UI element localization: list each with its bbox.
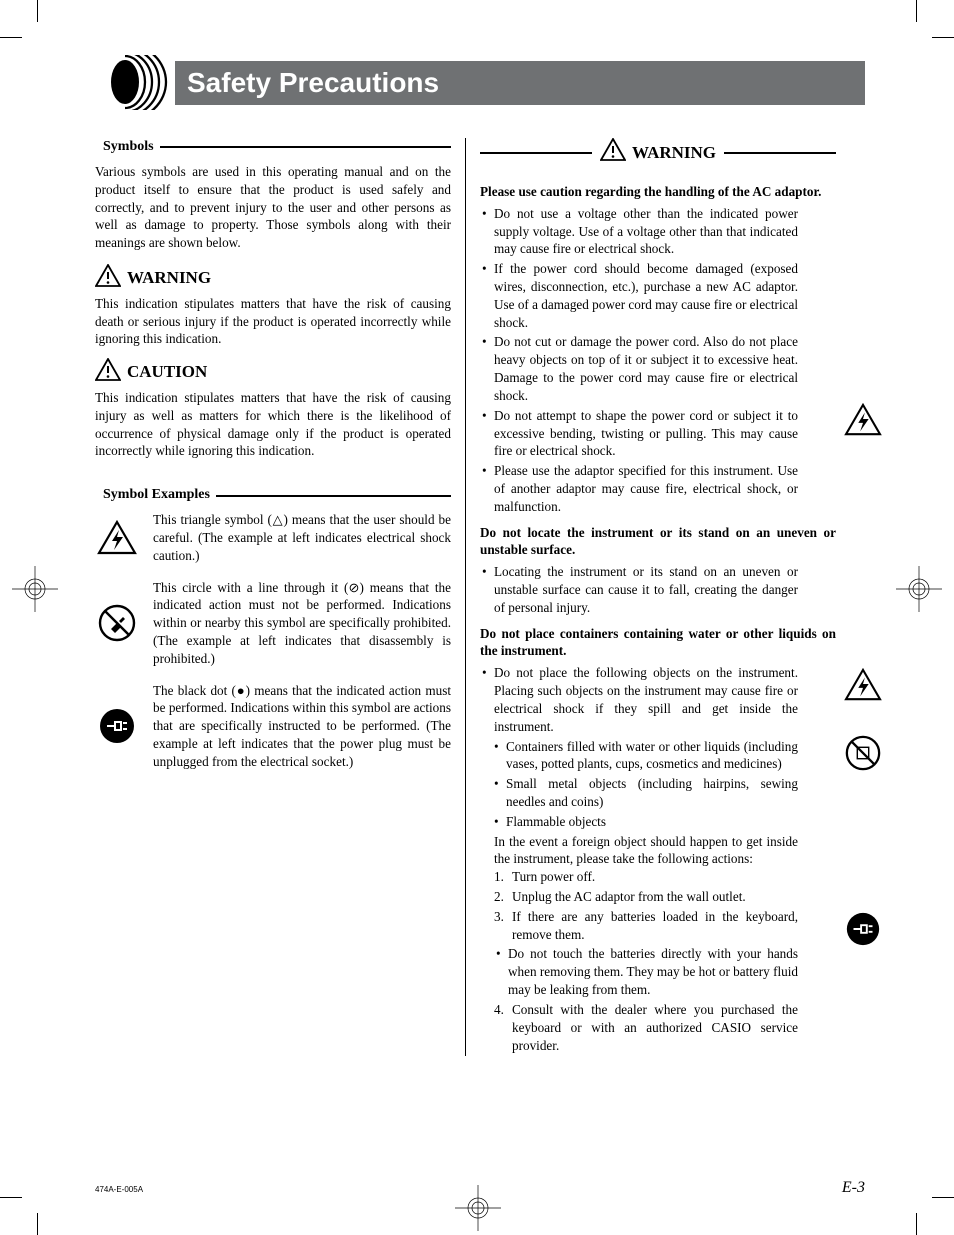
warning-triangle-icon — [95, 358, 121, 387]
step-text: Turn power off. — [512, 869, 595, 884]
examples-heading: Symbol Examples — [103, 486, 451, 505]
list-item: Flammable objects — [480, 813, 798, 831]
symbols-heading-text: Symbols — [103, 138, 154, 157]
warning-label: WARNING — [127, 267, 211, 290]
list-item: Please use the adaptor specified for thi… — [480, 462, 798, 515]
title-bar: Safety Precautions — [95, 55, 865, 110]
unplug-dot-icon — [844, 910, 882, 948]
warning-banner-label: WARNING — [632, 142, 716, 165]
list-item: Do not place the following objects on th… — [480, 664, 798, 735]
title-ornament-icon — [95, 55, 175, 110]
example-row-3: The black dot (●) means that the indicat… — [95, 682, 451, 771]
sec3-step-note: Do not touch the batteries directly with… — [480, 945, 798, 998]
footer-code: 474A-E-005A — [95, 1185, 143, 1194]
warning-banner: WARNING — [480, 138, 836, 169]
example-text-1: This triangle symbol (△) means that the … — [153, 511, 451, 564]
warning-triangle-icon — [95, 264, 121, 293]
page-title: Safety Precautions — [175, 61, 865, 105]
warning-desc: This indication stipulates matters that … — [95, 295, 451, 348]
sec1-lead: Please use caution regarding the handlin… — [480, 183, 836, 201]
symbols-heading: Symbols — [103, 138, 451, 157]
list-item: Small metal objects (including hairpins,… — [480, 775, 798, 811]
list-item: If the power cord should become damaged … — [480, 260, 798, 331]
caution-heading: CAUTION — [95, 358, 451, 387]
footer-page-number: E-3 — [842, 1179, 865, 1197]
caution-label: CAUTION — [127, 361, 207, 384]
examples-heading-text: Symbol Examples — [103, 486, 210, 505]
caution-desc: This indication stipulates matters that … — [95, 389, 451, 460]
shock-triangle-icon — [844, 668, 882, 706]
list-item: Do not cut or damage the power cord. Als… — [480, 333, 798, 404]
sec3-step4-list: 4.Consult with the dealer where you purc… — [480, 1001, 798, 1054]
sec3-steps: 1.Turn power off. 2.Unplug the AC adapto… — [480, 868, 798, 943]
no-disassembly-icon — [95, 579, 139, 668]
step-text: Consult with the dealer where you purcha… — [512, 1002, 798, 1053]
example-row-2: This circle with a line through it (⊘) m… — [95, 579, 451, 668]
shock-triangle-icon — [95, 511, 139, 564]
example-row-1: This triangle symbol (△) means that the … — [95, 511, 451, 564]
sec3-bullets: Do not place the following objects on th… — [480, 664, 798, 735]
page-footer: 474A-E-005A E-3 — [95, 1179, 865, 1197]
sec2-lead: Do not locate the instrument or its stan… — [480, 524, 836, 560]
symbols-intro: Various symbols are used in this operati… — [95, 163, 451, 252]
sec2-bullets: Locating the instrument or its stand on … — [480, 563, 798, 616]
list-item: 1.Turn power off. — [494, 868, 798, 886]
list-item: 2.Unplug the AC adaptor from the wall ou… — [494, 888, 798, 906]
list-item: Do not use a voltage other than the indi… — [480, 205, 798, 258]
sec3-lead: Do not place containers containing water… — [480, 625, 836, 661]
list-item: Do not touch the batteries directly with… — [494, 945, 798, 998]
example-text-2: This circle with a line through it (⊘) m… — [153, 579, 451, 668]
sec3-sub-bullets: Containers filled with water or other li… — [480, 738, 798, 831]
list-item: 4.Consult with the dealer where you purc… — [494, 1001, 798, 1054]
left-column: Symbols Various symbols are used in this… — [95, 138, 465, 1056]
step-text: If there are any batteries loaded in the… — [512, 909, 798, 942]
no-disassembly-icon — [844, 734, 882, 772]
warning-triangle-icon — [600, 138, 626, 169]
right-column: WARNING Please use caution regarding the… — [466, 138, 836, 1056]
list-item: Containers filled with water or other li… — [480, 738, 798, 774]
list-item: 3.If there are any batteries loaded in t… — [494, 908, 798, 944]
step-text: Unplug the AC adaptor from the wall outl… — [512, 889, 746, 904]
registration-mark — [896, 566, 942, 612]
warning-heading: WARNING — [95, 264, 451, 293]
sec3-after: In the event a foreign object should hap… — [480, 833, 798, 869]
list-item: Locating the instrument or its stand on … — [480, 563, 798, 616]
shock-triangle-icon — [844, 403, 882, 441]
example-text-3: The black dot (●) means that the indicat… — [153, 682, 451, 771]
unplug-dot-icon — [95, 682, 139, 771]
sec1-bullets: Do not use a voltage other than the indi… — [480, 205, 798, 516]
list-item: Do not attempt to shape the power cord o… — [480, 407, 798, 460]
registration-mark — [12, 566, 58, 612]
